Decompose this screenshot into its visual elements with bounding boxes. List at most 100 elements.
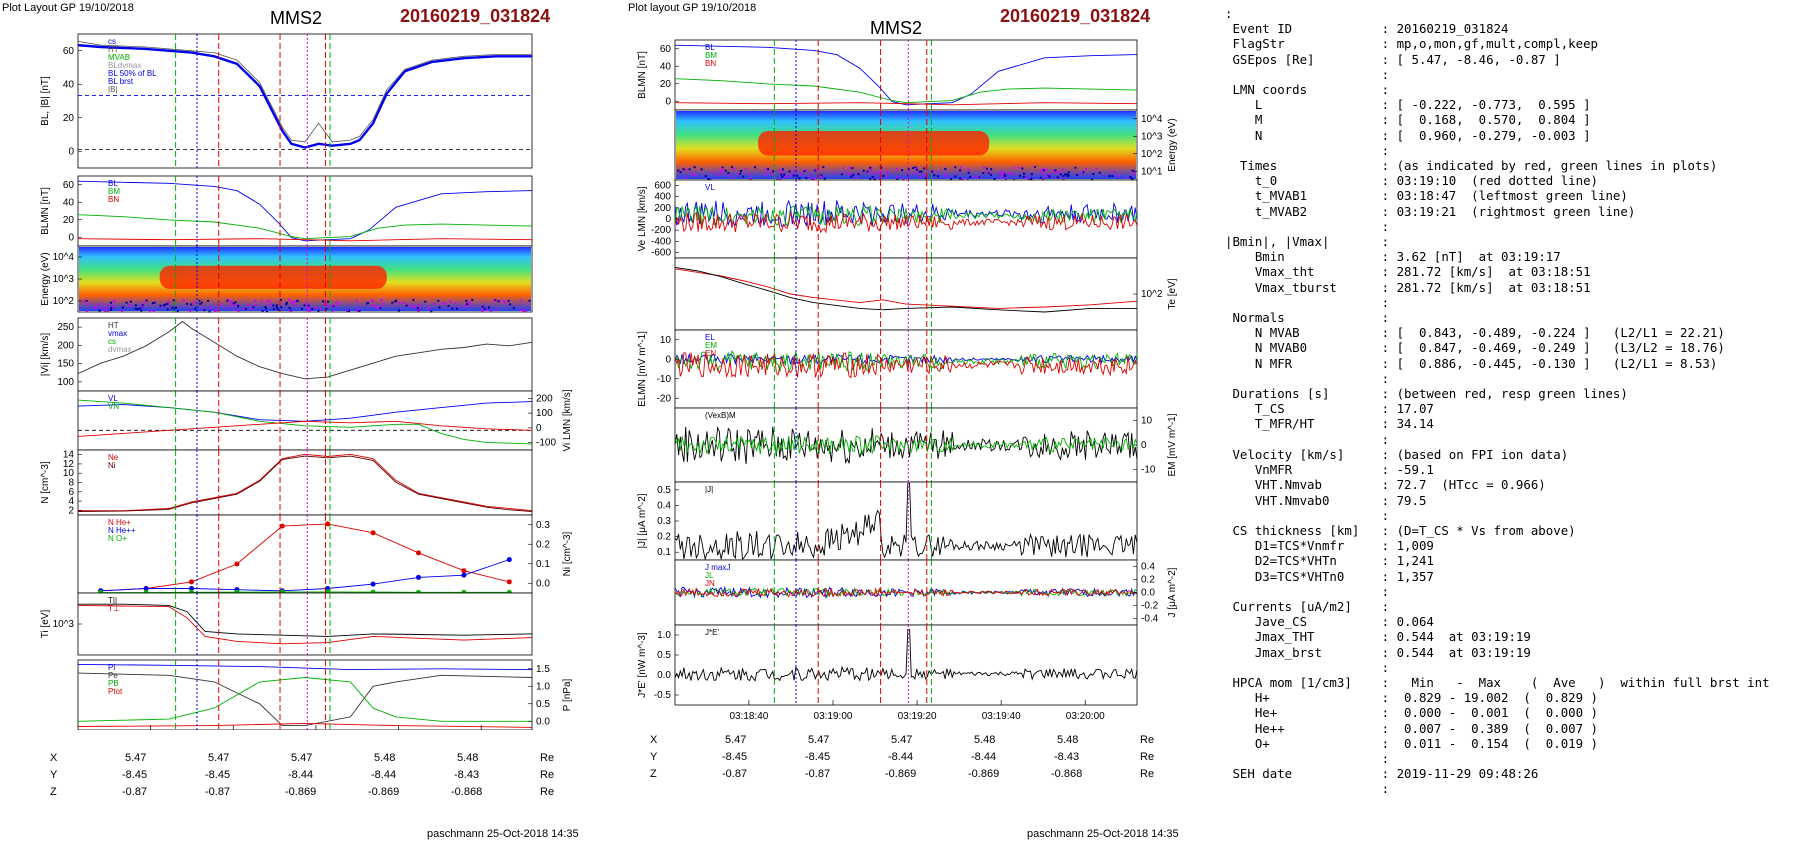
series-line <box>100 591 510 594</box>
summary-line: : <box>1225 142 1390 158</box>
spectrogram-pixel <box>724 169 727 172</box>
spectrogram-pixel <box>873 172 876 175</box>
summary-line: Bmin : 3.62 [nT] at 03:19:17 <box>1225 249 1561 265</box>
spectrogram-pixel <box>469 304 472 307</box>
coord-value: 5.48 <box>974 734 996 746</box>
spectrogram-pixel <box>430 310 433 313</box>
left-event-title: 20160219_031824 <box>400 6 551 26</box>
coord-value: 5.48 <box>1057 734 1079 746</box>
legend-entry: HT <box>108 45 119 54</box>
spectrogram-pixel <box>901 169 904 172</box>
spectrogram-pixel <box>201 307 204 310</box>
data-point <box>370 581 376 587</box>
spectrogram-pixel <box>172 299 175 302</box>
coord-value: -0.869 <box>885 768 917 780</box>
summary-line: |Bmin|, |Vmax| : <box>1225 234 1390 250</box>
panel-frame <box>674 179 1138 259</box>
coord-value: -8.45 <box>205 769 231 781</box>
legend-entry: JN <box>705 579 715 588</box>
data-point <box>506 557 512 563</box>
spectrogram-pixel <box>987 170 990 173</box>
spectrogram-pixel <box>982 172 985 175</box>
series-line <box>77 238 533 242</box>
spectrogram-pixel <box>683 176 686 179</box>
spectrogram-pixel <box>793 169 796 172</box>
spectrogram-pixel <box>217 307 220 310</box>
coord-value: -0.87 <box>722 768 748 780</box>
spectrogram-pixel <box>772 173 775 176</box>
summary-line: Jmax_THT : 0.544 at 03:19:19 <box>1225 629 1531 645</box>
spectrogram-pixel <box>237 309 240 312</box>
spectrogram-pixel <box>1042 178 1045 181</box>
y-tick-label: 100 <box>536 408 553 419</box>
summary-line: FlagStr : mp,o,mon,gf,mult,compl,keep <box>1225 36 1598 52</box>
y-tick-label: 60 <box>660 44 672 55</box>
spectrogram-pixel <box>739 169 742 172</box>
spectrogram-pixel <box>1052 170 1055 173</box>
spectrogram-pixel <box>454 301 457 304</box>
spectrogram-pixel <box>844 171 847 174</box>
summary-line: L : [ -0.222, -0.773, 0.595 ] <box>1225 97 1591 113</box>
spectrogram-pixel <box>346 309 349 312</box>
y-tick-label: 0 <box>68 232 74 243</box>
coord-value: 5.47 <box>891 734 913 746</box>
legend-entry: |J| <box>705 485 713 494</box>
spectrogram-pixel <box>851 167 854 170</box>
spectrogram-pixel <box>494 298 497 301</box>
spectrogram-pixel <box>1045 168 1048 171</box>
series-line <box>78 603 533 637</box>
spectrogram-pixel <box>269 303 272 306</box>
spectrogram-pixel <box>1055 176 1058 179</box>
spectrogram-pixel <box>418 306 421 309</box>
spectrogram-pixel <box>441 302 444 305</box>
series-line <box>674 268 1138 309</box>
spectrogram-pixel <box>1076 173 1079 176</box>
spectrogram-pixel <box>93 306 96 309</box>
coord-value: -0.869 <box>968 768 1000 780</box>
spectrogram-pixel <box>405 304 408 307</box>
spectrogram-pixel <box>377 306 380 309</box>
legend-entry: vmax <box>108 329 127 338</box>
spectrogram-pixel <box>356 310 359 313</box>
y-axis-label: Ni [cm^-3] <box>562 531 573 576</box>
y-tick-label: 200 <box>654 203 671 214</box>
spectrogram-pixel <box>1012 166 1015 169</box>
spectrogram-pixel <box>835 171 838 174</box>
spectrogram-pixel <box>438 306 441 309</box>
spectrogram-pixel <box>134 307 137 310</box>
spectrogram-pixel <box>300 307 303 310</box>
spectrogram-pixel <box>919 175 922 178</box>
spectrogram-pixel <box>916 166 919 169</box>
summary-line: VHT.Nmvab : 72.7 (HTcc = 0.966) <box>1225 477 1546 493</box>
spectrogram-pixel <box>495 308 498 311</box>
spectrogram-pixel <box>1064 173 1067 176</box>
spectrogram-pixel <box>231 304 234 307</box>
y-tick-label: 0.1 <box>657 547 671 558</box>
series-line <box>674 204 1138 227</box>
spectrogram-pixel <box>230 301 233 304</box>
panel-8: 1.0 0.5 0.0 -0.5 J*E' [nW m^-3] J*E' <box>637 624 1138 706</box>
spectrogram-pixel <box>852 173 855 176</box>
y-tick-label: 0.2 <box>536 539 550 550</box>
spectrogram-pixel <box>254 304 257 307</box>
spectrogram-pixel <box>850 175 853 178</box>
spectrogram-pixel <box>220 303 223 306</box>
y-tick-label: 400 <box>654 192 671 203</box>
spectrogram-pixel <box>176 310 179 313</box>
spectrogram-pixel <box>285 301 288 304</box>
y-tick-label: -20 <box>657 393 672 404</box>
coord-value: -8.45 <box>122 769 148 781</box>
spectrogram-pixel <box>959 166 962 169</box>
spectrogram-pixel <box>394 300 397 303</box>
spectrogram-pixel <box>398 301 401 304</box>
spectrogram-pixel <box>721 167 724 170</box>
y-axis-label: BL, |B| [nT] <box>40 76 51 126</box>
spectrogram-pixel <box>1091 178 1094 181</box>
spectrogram-pixel <box>682 168 685 171</box>
data-point <box>416 574 421 580</box>
spectrogram-pixel <box>260 300 263 303</box>
coord-value: -8.43 <box>454 769 480 781</box>
series-line <box>77 399 533 445</box>
spectrogram-pixel <box>418 304 421 307</box>
